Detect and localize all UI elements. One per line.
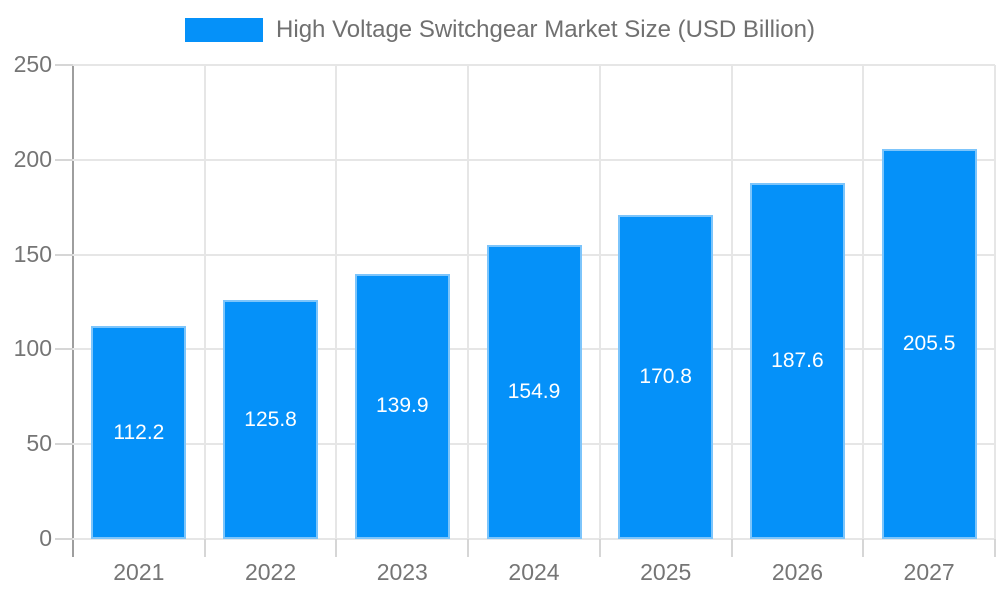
bar-value-label: 154.9 <box>507 380 561 404</box>
x-tick <box>994 539 996 557</box>
x-tick <box>335 539 338 557</box>
bar-2022[interactable]: 125.8 <box>223 300 319 539</box>
bar-value-label: 170.8 <box>639 365 692 389</box>
x-gridline <box>862 65 865 539</box>
legend-swatch <box>185 18 264 42</box>
y-gridline <box>73 538 995 540</box>
x-gridline <box>598 65 601 539</box>
x-axis-label-2027: 2027 <box>903 559 955 585</box>
legend-label: High Voltage Switchgear Market Size (USD… <box>276 16 815 43</box>
y-axis-line <box>72 65 74 557</box>
bar-value-label: 112.2 <box>113 420 165 444</box>
y-tick <box>55 443 73 446</box>
x-axis-label-2023: 2023 <box>376 559 428 585</box>
x-axis-label-2025: 2025 <box>640 559 692 585</box>
bar-value-label: 139.9 <box>376 394 429 418</box>
bar-2026[interactable]: 187.6 <box>749 183 845 539</box>
x-gridline <box>335 65 338 539</box>
bar-value-label: 205.5 <box>902 332 956 356</box>
x-axis-label-2024: 2024 <box>508 559 560 585</box>
y-axis-label: 50 <box>26 430 52 457</box>
y-tick <box>55 253 73 256</box>
y-axis-label: 0 <box>39 525 52 551</box>
x-axis-label-2022: 2022 <box>244 559 297 585</box>
x-tick <box>467 539 470 557</box>
x-tick <box>730 539 733 557</box>
y-axis-label: 200 <box>13 145 52 172</box>
bar-2027[interactable]: 205.5 <box>881 149 977 539</box>
bar-2024[interactable]: 154.9 <box>486 245 582 539</box>
x-gridline <box>730 65 733 539</box>
bar-2025[interactable]: 170.8 <box>618 215 714 539</box>
x-axis-label-2021: 2021 <box>113 559 165 585</box>
y-tick <box>55 348 73 351</box>
x-tick <box>598 539 601 557</box>
y-axis-label: 100 <box>13 335 52 362</box>
bar-value-label: 187.6 <box>771 349 824 373</box>
y-axis-label: 150 <box>13 240 52 267</box>
bar-2023[interactable]: 139.9 <box>354 273 450 539</box>
y-axis-label: 250 <box>13 51 52 77</box>
x-tick <box>203 539 206 557</box>
y-tick <box>55 64 73 66</box>
y-gridline <box>73 64 995 66</box>
y-gridline <box>73 158 995 161</box>
x-gridline <box>994 65 996 539</box>
y-tick <box>55 538 73 540</box>
x-tick <box>862 539 865 557</box>
legend[interactable]: High Voltage Switchgear Market Size (USD… <box>0 16 1000 44</box>
bar-2021[interactable]: 112.2 <box>91 326 187 539</box>
plot-area: 112.2 125.8 139.9 154.9 170.8 187.6 205.5 <box>73 64 996 540</box>
x-gridline <box>203 65 206 539</box>
y-tick <box>55 158 73 161</box>
bar-value-label: 125.8 <box>244 407 297 431</box>
x-axis-label-2026: 2026 <box>771 559 823 585</box>
x-gridline <box>467 65 470 539</box>
